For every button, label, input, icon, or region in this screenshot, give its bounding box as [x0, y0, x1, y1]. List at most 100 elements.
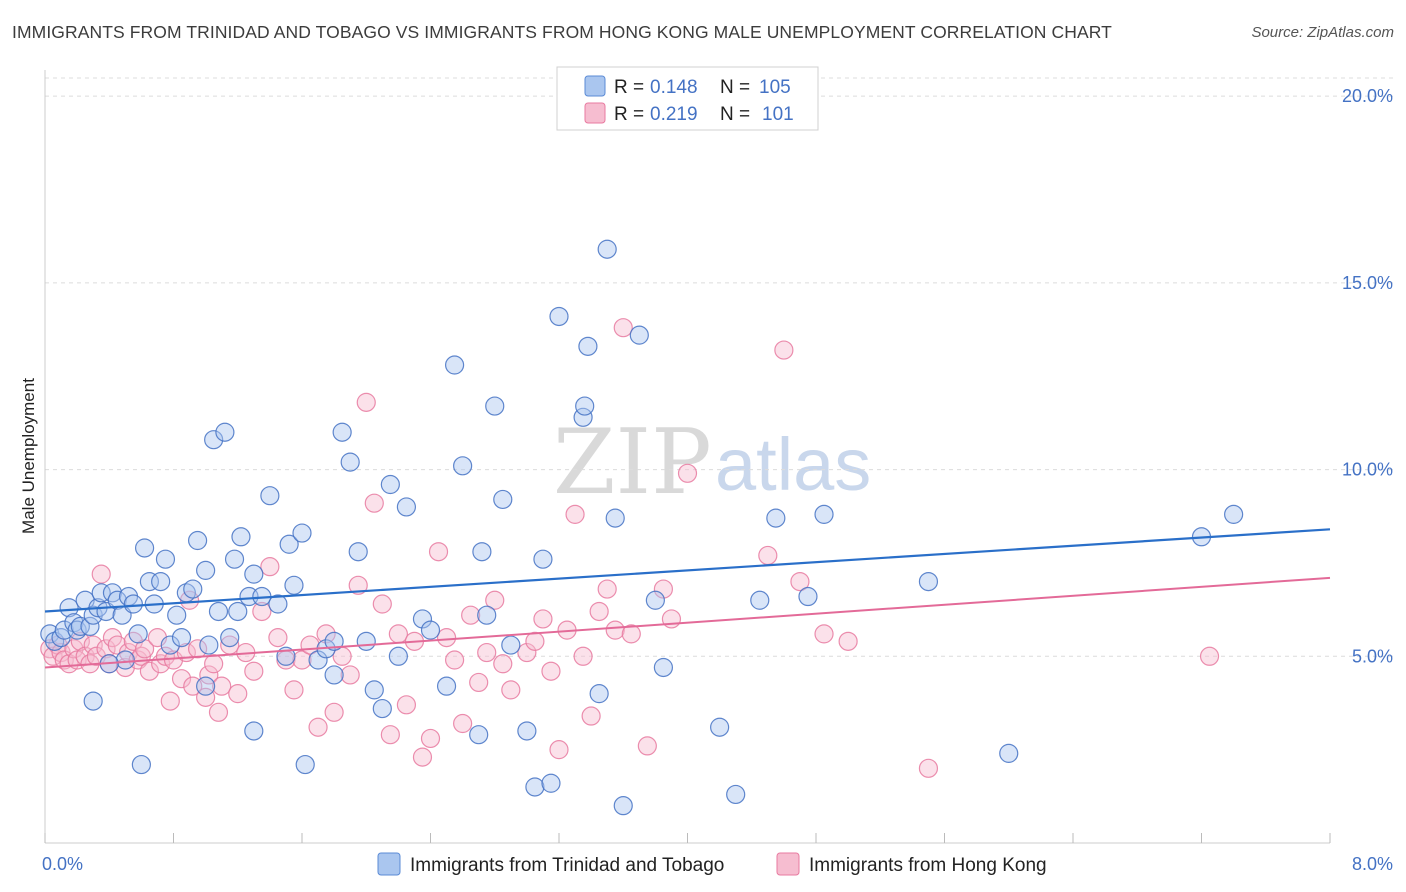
data-point: [107, 635, 127, 655]
data-point: [605, 620, 625, 640]
data-point: [444, 355, 465, 375]
data-point: [578, 336, 598, 356]
data-point: [1224, 504, 1244, 524]
data-point: [613, 796, 633, 816]
data-point: [517, 642, 537, 663]
data-point: [59, 598, 79, 618]
data-point: [629, 325, 649, 345]
data-point: [726, 784, 746, 805]
data-point: [396, 695, 417, 715]
data-point: [91, 564, 111, 584]
data-point: [268, 594, 288, 614]
data-point: [597, 239, 617, 259]
legend-n-label-1: N =: [720, 77, 750, 98]
data-point: [260, 486, 280, 506]
data-point: [228, 684, 248, 704]
data-point: [187, 530, 208, 551]
y-tick-labels: 5.0% 10.0% 15.0% 20.0%: [1342, 86, 1393, 666]
y-tick-label: 10.0%: [1342, 460, 1393, 480]
data-point: [128, 624, 148, 644]
data-point: [64, 639, 84, 659]
data-point: [308, 650, 328, 670]
data-point: [477, 642, 497, 663]
data-point: [244, 661, 264, 681]
data-point: [605, 508, 625, 528]
data-point: [637, 736, 657, 756]
data-point: [364, 493, 384, 513]
data-point: [710, 717, 730, 737]
legend-r-value-2: 0.219: [650, 104, 698, 125]
data-point: [541, 773, 561, 793]
legend-swatch-blue: [584, 75, 606, 97]
data-point: [469, 725, 489, 745]
data-point: [999, 743, 1019, 763]
data-point: [653, 579, 674, 599]
correlation-legend: R = 0.148 N = 105 R = 0.219 N = 101: [556, 66, 819, 131]
data-point: [645, 590, 665, 610]
data-point: [340, 665, 360, 685]
data-point: [589, 684, 609, 704]
data-point: [332, 422, 352, 442]
data-point: [356, 631, 376, 651]
data-point: [279, 534, 299, 554]
data-point: [284, 575, 304, 595]
legend-r-label-1: R =: [614, 77, 644, 98]
data-point: [67, 620, 87, 640]
data-point: [420, 728, 441, 749]
data-point: [774, 340, 794, 360]
y-tick-label: 20.0%: [1342, 86, 1393, 106]
data-point: [372, 594, 392, 614]
data-point: [171, 628, 192, 648]
data-point: [131, 754, 151, 775]
data-point: [151, 571, 171, 592]
data-point: [372, 698, 392, 719]
data-point: [215, 422, 235, 442]
data-point: [766, 508, 786, 528]
data-point: [436, 628, 457, 648]
data-point: [412, 747, 433, 767]
data-point: [231, 527, 251, 547]
data-point: [436, 676, 457, 696]
data-point: [208, 601, 229, 622]
data-point: [292, 650, 312, 670]
data-point: [244, 721, 264, 741]
data-point: [356, 392, 376, 412]
data-point: [838, 631, 858, 651]
data-point: [814, 504, 834, 524]
data-point: [115, 650, 135, 670]
data-point: [525, 777, 545, 797]
y-tick-label: 5.0%: [1352, 646, 1393, 666]
trend-line-trinidad: [44, 528, 1331, 613]
data-point: [155, 549, 176, 569]
trend-line-hong-kong: [44, 576, 1331, 669]
data-point: [918, 758, 939, 778]
data-point: [171, 669, 192, 689]
x-tick-label: 8.0%: [1352, 854, 1393, 874]
data-point: [477, 605, 497, 625]
data-point: [295, 754, 315, 775]
data-point: [621, 624, 641, 644]
data-point: [183, 579, 203, 599]
data-point: [96, 639, 116, 659]
data-point: [196, 687, 216, 707]
data-point: [199, 665, 219, 685]
data-point: [918, 571, 939, 592]
data-point: [565, 504, 585, 524]
data-point: [461, 605, 481, 625]
data-point: [83, 691, 103, 711]
legend-n-value-2: 101: [762, 104, 794, 125]
data-point: [160, 635, 180, 655]
data-point: [224, 549, 245, 569]
data-point: [661, 609, 682, 629]
data-point: [501, 635, 521, 655]
watermark: ZIP atlas: [553, 410, 871, 515]
data-point: [798, 586, 818, 607]
data-point: [533, 549, 553, 569]
data-point: [493, 654, 513, 674]
data-point: [517, 721, 537, 741]
data-point: [653, 657, 674, 678]
data-point: [750, 590, 770, 610]
data-point: [139, 571, 160, 592]
data-point: [196, 560, 216, 580]
